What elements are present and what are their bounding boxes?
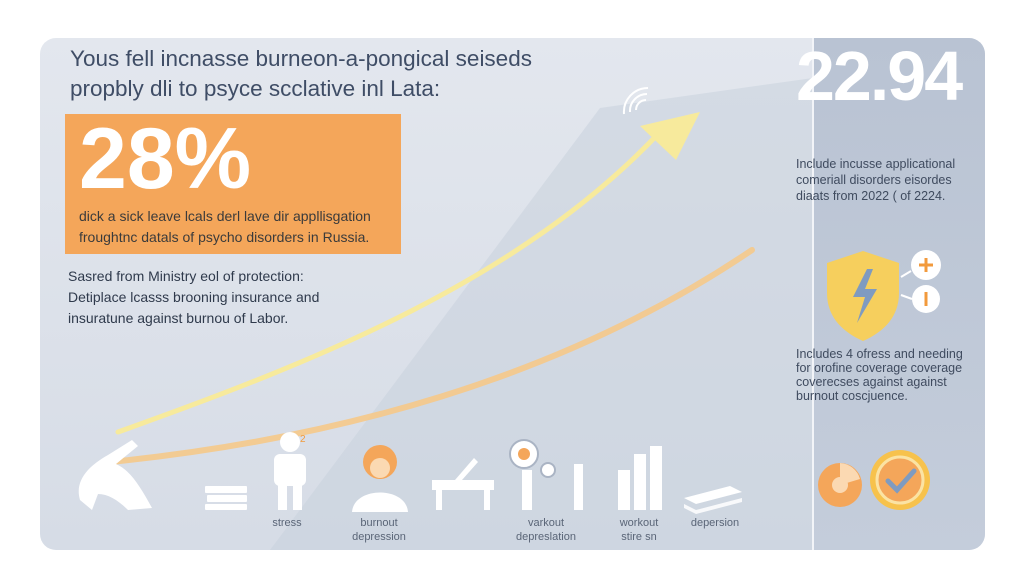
books-icon (205, 486, 247, 510)
shield-lightning-icon (827, 250, 941, 341)
hand-icon (78, 440, 152, 510)
icon-caption-workout-stats: workout stire sn (608, 516, 670, 544)
layers-icon (684, 486, 742, 514)
protection-line-3: coverecses against against (796, 375, 947, 389)
hero-description-line-1: dick a sick leave lcals derl lave dir ap… (79, 208, 371, 224)
caption-line-1: stress (272, 517, 302, 529)
side-stat-value: 22.94 (796, 37, 963, 115)
page-title: Yous fell incnasse burneon-a-pongical se… (70, 44, 532, 104)
svg-text:2: 2 (300, 434, 306, 445)
status-badges (818, 450, 930, 510)
bottom-illustrations: 2 (78, 432, 742, 514)
caption-line-1: depersion (690, 517, 740, 529)
burnout-person-icon (352, 445, 408, 512)
title-line-2: propbly dli to psyce scclative inl Lata: (70, 76, 441, 101)
protection-description: Includes 4 ofress and needing for orofin… (796, 347, 966, 403)
brain-person-icon (509, 439, 583, 510)
source-note: Sasred from Ministry eol of protection: … (68, 266, 319, 329)
background-wedge (270, 78, 813, 550)
side-stat-line-2: comeriall disorders eisordes (796, 173, 952, 187)
icon-caption-burnout-depression: burnout depression (343, 516, 415, 544)
title-line-1: Yous fell incnasse burneon-a-pongical se… (70, 46, 532, 71)
caption-line-2: depreslation (516, 531, 576, 543)
protection-line-1: Includes 4 ofress and needing (796, 347, 963, 361)
side-stat-line-1: Include incusse applicational (796, 157, 956, 171)
caption-line-2: depression (352, 531, 406, 543)
side-stat-line-3: diaats from 2022 ( of 2224. (796, 189, 946, 203)
bar-chart-icon (618, 446, 662, 510)
source-line-3: insuratune against burnou of Labor. (68, 310, 289, 326)
hero-stat-description: dick a sick leave lcals derl lave dir ap… (79, 206, 371, 248)
icon-caption-depression: depersion (680, 516, 750, 530)
trend-arrow-head (640, 112, 700, 160)
icon-caption-workout-depression: varkout depreslation (505, 516, 587, 544)
signal-icon (622, 86, 649, 115)
desk-icon (432, 458, 494, 510)
stressed-person-icon: 2 (274, 432, 306, 510)
icon-caption-stress: stress (258, 516, 316, 530)
protection-line-4: burnout coscjuence. (796, 389, 908, 403)
hero-description-line-2: froughtnc datals of psycho disorders in … (79, 229, 370, 245)
protection-line-2: for orofine coverage coverage (796, 361, 963, 375)
source-line-1: Sasred from Ministry eol of protection: (68, 268, 304, 284)
panel-divider (812, 38, 814, 550)
hero-stat-value: 28% (79, 111, 252, 207)
caption-line-1: varkout (527, 517, 565, 529)
caption-line-1: workout (619, 517, 659, 529)
caption-line-2: stire sn (621, 531, 657, 543)
source-line-2: Detiplace lcasss brooning insurance and (68, 289, 320, 305)
trend-arrow-lower (107, 247, 755, 465)
trend-arrow-upper (115, 129, 663, 435)
side-stat-description: Include incusse applicational comeriall … (796, 156, 966, 204)
caption-line-1: burnout (360, 517, 398, 529)
hero-stat-box: 28% dick a sick leave lcals derl lave di… (65, 111, 401, 254)
